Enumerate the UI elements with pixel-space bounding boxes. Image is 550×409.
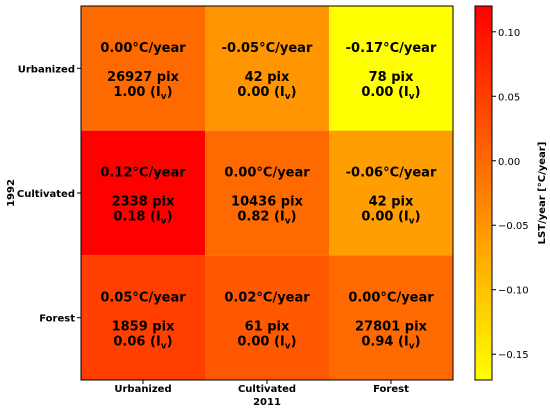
colorbar-label: LST/year [°C/year] — [537, 142, 548, 245]
cell-iv-value: 1.00 (Iv) — [113, 85, 172, 102]
cell-iv-value: 0.00 (Iv) — [361, 85, 420, 102]
y-axis-label: 1992 — [6, 179, 17, 207]
colorbar-tick-label: −0.05 — [498, 221, 529, 232]
cell-rate-label: 0.00°C/year — [348, 290, 434, 305]
cell-rate-label: 0.05°C/year — [100, 290, 186, 305]
heatmap-cell — [205, 130, 329, 256]
cell-pixel-count: 42 pix — [245, 70, 290, 85]
x-axis-label: 2011 — [253, 397, 281, 408]
cell-rate-label: -0.17°C/year — [346, 41, 437, 56]
cell-pixel-count: 78 pix — [369, 70, 414, 85]
colorbar-tick-label: 0.00 — [498, 157, 520, 168]
cell-iv-value: 0.00 (Iv) — [237, 334, 296, 351]
cell-iv-value: 0.00 (Iv) — [237, 85, 296, 102]
y-tick-label: Forest — [39, 314, 75, 325]
cell-pixel-count: 42 pix — [369, 195, 414, 210]
cell-rate-label: 0.00°C/year — [100, 41, 186, 56]
cell-rate-label: 0.00°C/year — [224, 166, 310, 181]
cell-pixel-count: 61 pix — [245, 319, 290, 334]
colorbar-tick-label: 0.05 — [498, 92, 520, 103]
cell-iv-value: 0.18 (Iv) — [113, 210, 172, 227]
colorbar — [474, 5, 493, 381]
y-tick-label: Cultivated — [17, 189, 75, 200]
cell-pixel-count: 26927 pix — [107, 70, 180, 85]
colorbar-ticks: 0.10 0.05 0.00 −0.05 −0.10 −0.15 — [492, 28, 529, 361]
cell-rate-label: 0.02°C/year — [224, 290, 310, 305]
x-tick-label: Cultivated — [238, 384, 296, 395]
cell-iv-value: 0.82 (Iv) — [237, 210, 296, 227]
colorbar-tick-label: −0.10 — [498, 286, 529, 297]
cell-pixel-count: 27801 pix — [355, 319, 428, 334]
x-tick-label: Urbanized — [114, 384, 171, 395]
cell-iv-value: 0.00 (Iv) — [361, 210, 420, 227]
heatmap-cell — [329, 255, 453, 380]
heatmap-cell — [329, 6, 453, 131]
x-tick-label: Forest — [373, 384, 409, 395]
heatmap-cell — [81, 255, 205, 380]
cell-iv-value: 0.06 (Iv) — [113, 334, 172, 351]
cell-pixel-count: 10436 pix — [231, 195, 304, 210]
heatmap-cell — [81, 6, 205, 131]
heatmap-cell — [205, 6, 329, 131]
cell-pixel-count: 2338 pix — [112, 195, 175, 210]
y-tick-label: Urbanized — [18, 64, 75, 75]
heatmap-cell — [329, 130, 453, 256]
colorbar-tick-label: 0.10 — [498, 28, 520, 39]
cell-pixel-count: 1859 pix — [112, 319, 175, 334]
colorbar-tick-label: −0.15 — [498, 350, 529, 361]
heatmap-cell — [205, 255, 329, 380]
cell-rate-label: -0.05°C/year — [222, 41, 313, 56]
cell-rate-label: -0.06°C/year — [346, 166, 437, 181]
heatmap-cell — [81, 130, 205, 256]
cell-iv-value: 0.94 (Iv) — [361, 334, 420, 351]
axis-ticks: Urbanized Cultivated Forest Urbanized Cultiv… — [17, 64, 409, 395]
cell-rate-label: 0.12°C/year — [100, 166, 186, 181]
